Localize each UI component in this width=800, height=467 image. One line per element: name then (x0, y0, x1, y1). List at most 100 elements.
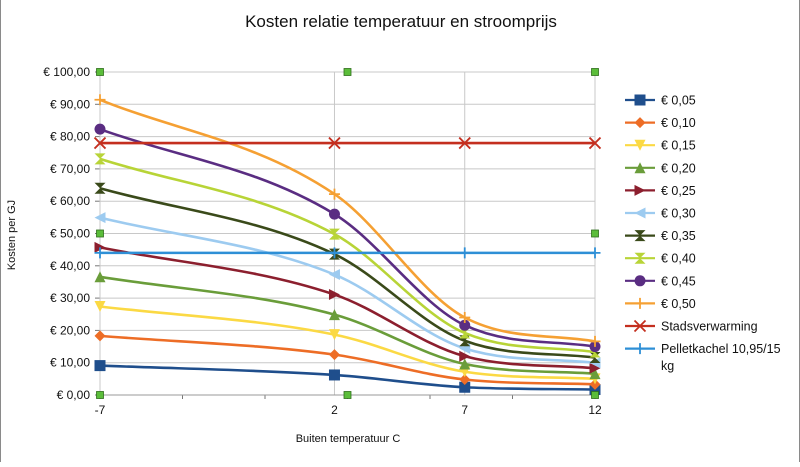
selection-handle[interactable] (591, 391, 599, 399)
series-group (94, 271, 601, 380)
legend-label: € 0,50 (661, 297, 696, 311)
selection-handle[interactable] (591, 68, 599, 76)
selection-handle[interactable] (96, 68, 104, 76)
y-tick-label: € 40,00 (50, 259, 90, 273)
y-tick-label: € 100,00 (43, 65, 90, 79)
legend-label: € 0,25 (661, 184, 696, 198)
legend-item: Stadsverwarming (625, 320, 758, 334)
data-point (328, 269, 340, 281)
data-point (459, 319, 471, 331)
legend-item: € 0,10 (625, 116, 696, 130)
legend-label: € 0,40 (661, 252, 696, 266)
legend-label: € 0,35 (661, 229, 696, 243)
y-tick-label: € 80,00 (50, 130, 90, 144)
legend-label-line: € 0,35 (661, 229, 696, 243)
data-point (94, 123, 106, 135)
data-point (634, 252, 646, 264)
data-point (94, 247, 106, 259)
data-point (328, 248, 340, 260)
data-point (459, 358, 471, 370)
data-point (94, 300, 106, 312)
data-point (634, 94, 646, 106)
data-point (328, 289, 340, 301)
data-point (94, 271, 106, 283)
x-tick-labels: -7 2 7 12 (95, 403, 602, 417)
data-point (328, 136, 341, 150)
legend-item: € 0,15 (625, 139, 696, 153)
data-point (589, 335, 601, 347)
legend-item: € 0,35 (625, 229, 696, 243)
series-group (93, 136, 602, 150)
series-group (94, 247, 601, 259)
legend-label-line: Stadsverwarming (661, 320, 758, 334)
x-tick-label: 12 (588, 403, 602, 417)
legend-label-line: € 0,50 (661, 297, 696, 311)
data-point (328, 188, 340, 200)
data-point (459, 350, 471, 362)
legend-label: Pelletkachel 10,95/15 kg (661, 342, 781, 373)
series-line (99, 187, 596, 359)
legend-label-line: € 0,15 (661, 139, 696, 153)
data-point (634, 343, 646, 355)
data-point (634, 230, 646, 242)
y-tick-label: € 10,00 (50, 356, 90, 370)
y-tick-label: € 60,00 (50, 194, 90, 208)
series-group (94, 241, 601, 374)
selection-handle[interactable] (96, 229, 104, 238)
legend-item: € 0,05 (625, 94, 696, 108)
x-tick-label: -7 (95, 403, 106, 417)
selection-handles[interactable] (96, 68, 599, 399)
selection-handle[interactable] (591, 229, 599, 238)
y-tick-label: € 20,00 (50, 323, 90, 337)
legend: € 0,05 € 0,10 € 0,15 € 0,20 € 0,25 € 0,30 € 0,… (625, 94, 781, 373)
data-point (328, 208, 340, 220)
data-point (634, 139, 646, 151)
data-point (634, 184, 646, 196)
series-group (94, 153, 601, 358)
legend-label: Stadsverwarming (661, 320, 758, 334)
selection-handle[interactable] (343, 68, 352, 76)
y-tick-label: € 50,00 (50, 227, 90, 241)
y-tick-labels: € 0,00 € 10,00 € 20,00 € 30,00 € 40,00 € 50,0… (43, 65, 90, 402)
data-point (634, 117, 646, 129)
data-point (328, 349, 340, 361)
selection-handle[interactable] (96, 391, 104, 399)
series-group (94, 330, 601, 390)
series-line (99, 364, 596, 391)
y-axis-label: Kosten per GJ (6, 200, 18, 270)
legend-label-line: € 0,40 (661, 252, 696, 266)
data-point (328, 228, 340, 240)
x-axis-label: Buiten temperatuur C (296, 433, 401, 445)
data-point (589, 352, 601, 364)
data-point (94, 330, 106, 342)
chart-title: Kosten relatie temperatuur en stroomprij… (245, 12, 557, 31)
legend-label-line: € 0,25 (661, 184, 696, 198)
data-point (634, 275, 646, 287)
legend-label-line: € 0,45 (661, 274, 696, 288)
series-lines (93, 94, 602, 396)
legend-label: € 0,15 (661, 139, 696, 153)
data-point (588, 136, 602, 150)
legend-label-line: Pelletkachel 10,95/15 (661, 342, 781, 356)
data-point (94, 94, 106, 106)
y-tick-label: € 70,00 (50, 162, 90, 176)
data-point (634, 207, 646, 219)
data-point (459, 247, 471, 259)
selection-handle[interactable] (343, 391, 352, 399)
data-point (633, 319, 647, 333)
data-point (328, 247, 340, 259)
data-point (94, 182, 106, 194)
legend-label-line: € 0,10 (661, 116, 696, 130)
data-point (459, 373, 471, 385)
legend-label: € 0,10 (661, 116, 696, 130)
data-point (328, 369, 340, 381)
data-point (459, 327, 471, 339)
legend-item: € 0,45 (625, 274, 696, 288)
legend-label-line: € 0,20 (661, 161, 696, 175)
series-group (94, 182, 601, 364)
y-tick-label: € 30,00 (50, 291, 90, 305)
legend-label-line: € 0,05 (661, 94, 696, 108)
series-group (94, 94, 601, 347)
legend-item: Pelletkachel 10,95/15 kg (625, 342, 781, 373)
